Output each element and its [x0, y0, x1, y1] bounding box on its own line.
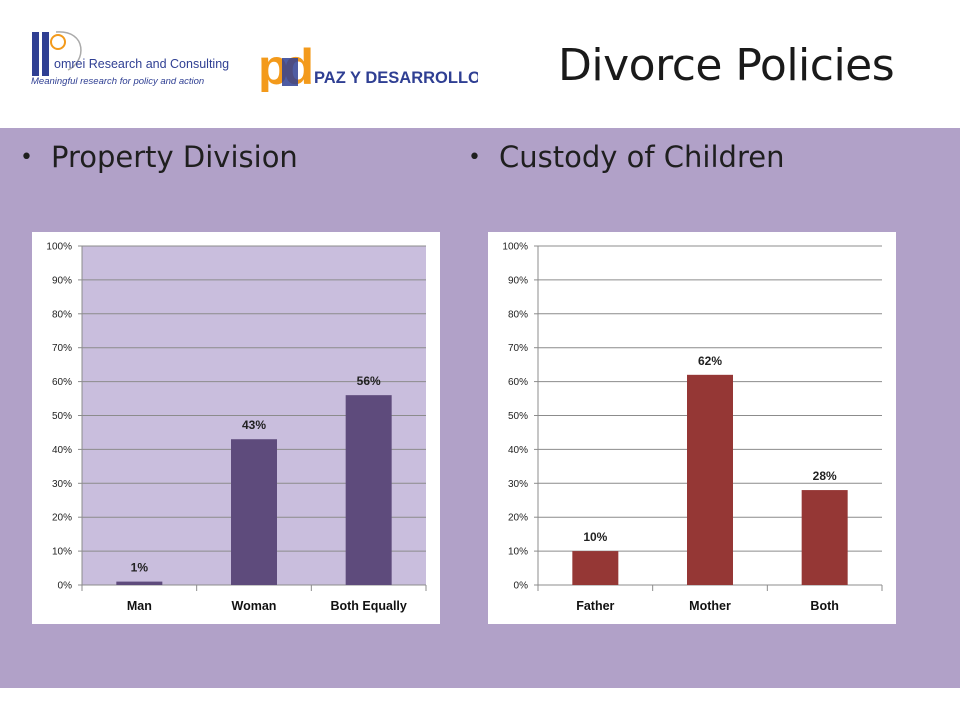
- property-division-category-label: Man: [127, 599, 152, 613]
- dorei-logo-tagline: Meaningful research for policy and actio…: [31, 76, 204, 87]
- slide-header: omrei Research and Consulting Meaningful…: [0, 0, 960, 128]
- property-division-y-tick-label: 20%: [52, 513, 72, 524]
- bullet-dot-icon: •: [20, 145, 33, 170]
- dorei-logo-curve: [55, 31, 82, 71]
- custody-y-tick-label: 20%: [508, 513, 528, 524]
- custody-data-label: 28%: [813, 469, 837, 483]
- slide-title: Divorce Policies: [558, 40, 895, 91]
- custody-y-tick-label: 60%: [508, 377, 528, 388]
- custody-y-tick-label: 50%: [508, 411, 528, 422]
- dorei-logo-bar-2: [42, 32, 49, 76]
- property-division-bar: [231, 439, 277, 585]
- property-division-y-tick-label: 30%: [52, 479, 72, 490]
- dorei-logo-name: omrei Research and Consulting: [54, 57, 229, 71]
- property-division-category-label: Woman: [232, 599, 277, 613]
- property-division-y-tick-label: 90%: [52, 275, 72, 286]
- property-division-chart-svg: 0% 10% 20% 30% 40% 50% 60% 70% 80% 90% 100% 1% Man 43…: [46, 242, 427, 613]
- custody-chart: 0% 10% 20% 30% 40% 50% 60% 70% 80% 90% 100% 10% Fath…: [488, 232, 896, 624]
- paz-logo-accent: [282, 58, 298, 86]
- property-division-y-tick-label: 60%: [52, 377, 72, 388]
- dorei-logo-bar-1: [32, 32, 39, 76]
- custody-bar: [687, 374, 733, 585]
- paz-logo: pd PAZ Y DESARROLLO: [258, 40, 478, 92]
- custody-category-label: Mother: [689, 599, 731, 613]
- property-division-data-label: 1%: [131, 561, 149, 575]
- custody-y-tick-label: 70%: [508, 343, 528, 354]
- custody-data-label: 62%: [698, 354, 722, 368]
- dorei-logo: omrei Research and Consulting Meaningful…: [31, 31, 229, 87]
- bullet-dot-icon: •: [468, 145, 481, 170]
- custody-bar: [801, 490, 848, 585]
- custody-chart-svg: 0% 10% 20% 30% 40% 50% 60% 70% 80% 90% 100% 10% Fath…: [502, 242, 883, 613]
- paz-logo-text: PAZ Y DESARROLLO: [314, 69, 478, 87]
- custody-y-tick-label: 80%: [508, 309, 528, 320]
- custody-data-label: 10%: [583, 530, 607, 544]
- custody-y-tick-label: 100%: [502, 242, 528, 253]
- dorei-logo-circle: [50, 34, 66, 50]
- custody-y-tick-label: 10%: [508, 547, 528, 558]
- custody-y-tick-label: 40%: [508, 445, 528, 456]
- custody-category-label: Father: [576, 599, 614, 613]
- custody-bar: [572, 551, 619, 585]
- bullet-property-division: • Property Division: [20, 140, 298, 174]
- property-division-y-tick-label: 10%: [52, 547, 72, 558]
- bullet-label: Property Division: [50, 140, 298, 174]
- property-division-y-tick-label: 50%: [52, 411, 72, 422]
- property-division-data-label: 56%: [357, 374, 381, 388]
- property-division-chart: 0% 10% 20% 30% 40% 50% 60% 70% 80% 90% 100% 1% Man 43…: [32, 232, 440, 624]
- property-division-bar: [345, 395, 392, 585]
- custody-category-label: Both: [810, 599, 838, 613]
- property-division-y-tick-label: 80%: [52, 309, 72, 320]
- bullet-custody-of-children: • Custody of Children: [468, 140, 784, 174]
- property-division-bar: [116, 581, 163, 585]
- custody-y-tick-label: 30%: [508, 479, 528, 490]
- property-division-y-tick-label: 0%: [58, 581, 73, 592]
- bullet-label: Custody of Children: [498, 140, 785, 174]
- property-division-y-tick-label: 40%: [52, 445, 72, 456]
- property-division-data-label: 43%: [242, 418, 266, 432]
- property-division-category-label: Both Equally: [330, 599, 406, 613]
- custody-y-tick-label: 90%: [508, 275, 528, 286]
- custody-y-tick-label: 0%: [514, 581, 529, 592]
- property-division-y-tick-label: 100%: [46, 242, 72, 253]
- property-division-y-tick-label: 70%: [52, 343, 72, 354]
